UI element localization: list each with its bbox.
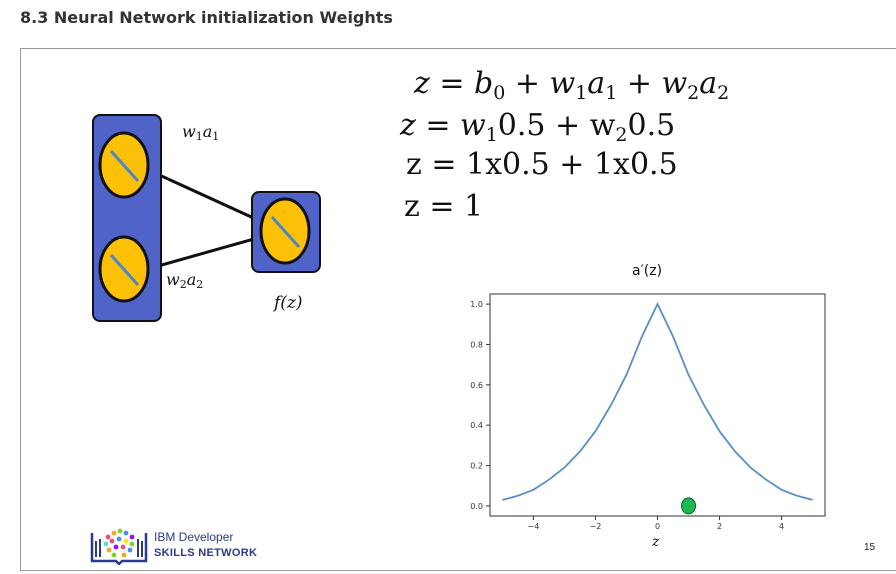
equation-line-4: z = 1 [404,189,484,224]
x-tick-label: −2 [590,522,602,531]
page-number: 15 [864,542,876,553]
y-tick-label: 0.2 [470,462,483,471]
y-tick-label: 0.0 [470,502,483,511]
edge-label-bottom: w2a2 [166,270,204,291]
y-tick-label: 0.8 [470,340,483,349]
network-diagram [92,114,321,322]
output-neuron [259,197,311,265]
equation-line-2: z = w10.5 + w20.5 [400,108,676,146]
x-tick-label: 4 [779,522,784,531]
page-title: 8.3 Neural Network initialization Weight… [20,8,393,27]
x-tick-label: 0 [655,522,660,531]
edge-label-top: w1a1 [182,122,220,143]
derivative-chart: 0.0 0.2 0.4 0.6 0.8 1.0 −4 −2 0 2 4 [470,293,826,531]
equation-line-3: z = 1x0.5 + 1x0.5 [406,147,678,182]
y-tick-label: 0.4 [470,421,483,430]
equation-line-1: z = b0 + w1a1 + w2a2 [414,66,730,104]
y-tick-label: 0.6 [470,381,483,390]
slide-frame [20,48,896,571]
chart-plot-frame [489,293,826,517]
series-line [502,302,813,501]
x-tick-label: 2 [717,522,722,531]
ibm-skills-network-logo [90,528,148,565]
input-neuron-2 [98,235,150,303]
logo-text-ibm-developer: IBM Developer [154,530,234,544]
chart-x-axis-label: z [652,534,660,550]
y-tick-label: 1.0 [470,300,483,309]
x-tick-label: −4 [528,522,540,531]
logo-text-skills-network: SKILLS NETWORK [154,547,258,559]
chart-title: a′(z) [632,263,663,279]
data-point-marker [681,497,697,515]
input-neuron-1 [98,131,150,199]
output-function-label: f(z) [274,293,303,313]
